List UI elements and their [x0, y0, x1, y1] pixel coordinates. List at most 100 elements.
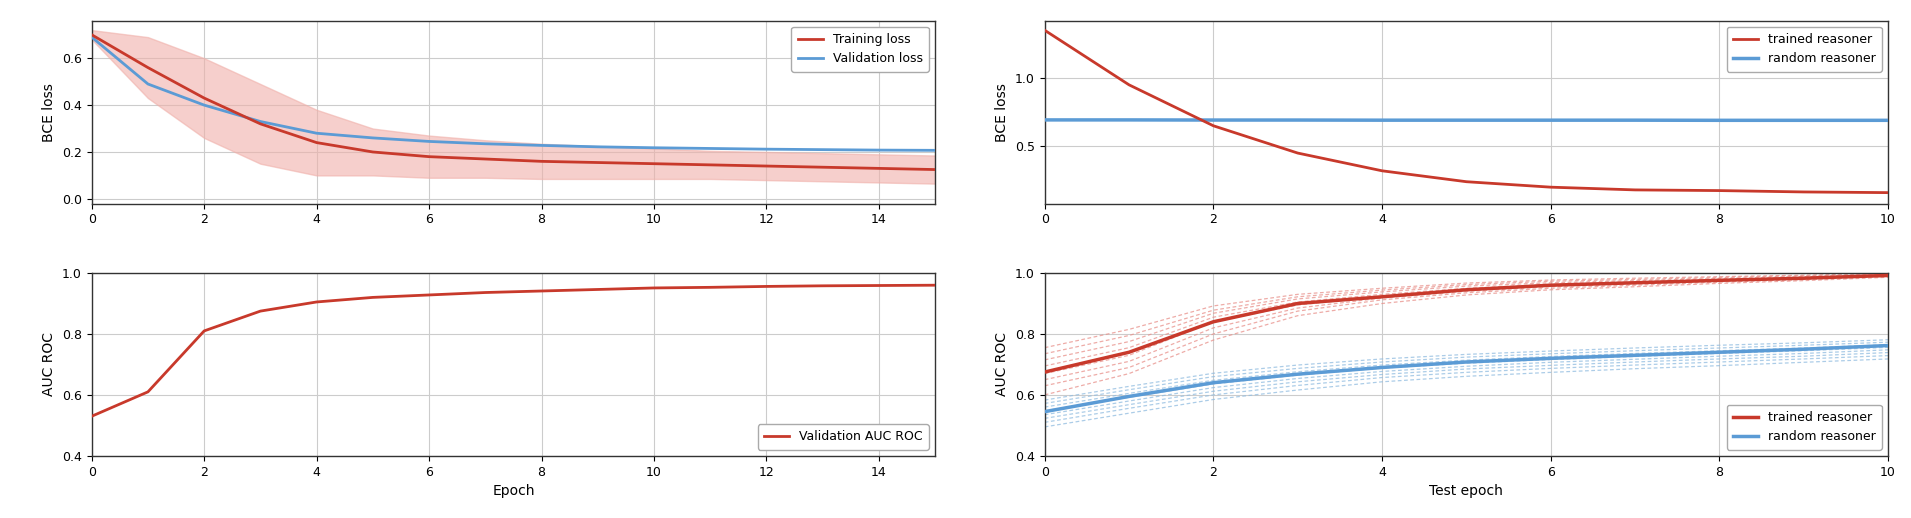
- trained reasoner: [1538, 282, 1561, 289]
- random reasoner: [1034, 409, 1057, 415]
- trained reasoner: [1202, 123, 1225, 129]
- trained reasoner: [1370, 168, 1393, 174]
- Validation loss: [80, 34, 103, 40]
- Line: random reasoner: random reasoner: [1045, 346, 1888, 412]
- Validation loss: [361, 135, 384, 141]
- random reasoner: [1118, 117, 1141, 123]
- Validation AUC ROC: [306, 299, 329, 305]
- Legend: Training loss, Validation loss: Training loss, Validation loss: [791, 27, 929, 71]
- Validation loss: [810, 147, 833, 153]
- Validation AUC ROC: [699, 284, 722, 291]
- Training loss: [810, 164, 833, 170]
- X-axis label: Epoch: Epoch: [493, 484, 535, 498]
- Training loss: [248, 121, 271, 127]
- Line: trained reasoner: trained reasoner: [1045, 30, 1888, 193]
- Legend: trained reasoner, random reasoner: trained reasoner, random reasoner: [1726, 405, 1882, 450]
- Training loss: [193, 95, 216, 101]
- Validation loss: [306, 130, 329, 136]
- Validation AUC ROC: [136, 388, 159, 395]
- Validation AUC ROC: [474, 290, 497, 296]
- Y-axis label: AUC ROC: AUC ROC: [996, 333, 1009, 396]
- Validation loss: [699, 146, 722, 152]
- Y-axis label: BCE loss: BCE loss: [996, 83, 1009, 141]
- trained reasoner: [1793, 275, 1815, 281]
- Validation loss: [587, 143, 610, 150]
- Training loss: [474, 156, 497, 162]
- Training loss: [80, 32, 103, 38]
- random reasoner: [1708, 117, 1731, 123]
- Validation AUC ROC: [193, 328, 216, 334]
- Training loss: [587, 160, 610, 166]
- Validation loss: [474, 141, 497, 147]
- trained reasoner: [1708, 277, 1731, 283]
- Training loss: [755, 163, 778, 169]
- Validation AUC ROC: [868, 282, 891, 289]
- Validation AUC ROC: [642, 285, 665, 291]
- random reasoner: [1538, 117, 1561, 123]
- trained reasoner: [1034, 369, 1057, 375]
- Training loss: [868, 165, 891, 171]
- trained reasoner: [1624, 280, 1647, 286]
- Validation AUC ROC: [810, 283, 833, 289]
- trained reasoner: [1708, 188, 1731, 194]
- random reasoner: [1793, 117, 1815, 123]
- trained reasoner: [1538, 184, 1561, 190]
- Validation loss: [529, 142, 552, 149]
- Validation AUC ROC: [361, 294, 384, 300]
- Validation loss: [419, 138, 441, 145]
- Legend: Validation AUC ROC: Validation AUC ROC: [757, 424, 929, 450]
- Y-axis label: BCE loss: BCE loss: [42, 83, 57, 141]
- Validation loss: [136, 81, 159, 87]
- random reasoner: [1370, 364, 1393, 370]
- random reasoner: [1454, 117, 1477, 123]
- trained reasoner: [1286, 300, 1309, 307]
- random reasoner: [1034, 117, 1057, 123]
- random reasoner: [1202, 117, 1225, 123]
- X-axis label: Test epoch: Test epoch: [1429, 484, 1504, 498]
- trained reasoner: [1202, 319, 1225, 325]
- trained reasoner: [1034, 27, 1057, 33]
- Validation loss: [868, 147, 891, 153]
- trained reasoner: [1877, 272, 1900, 279]
- Y-axis label: AUC ROC: AUC ROC: [42, 333, 57, 396]
- random reasoner: [1624, 117, 1647, 123]
- trained reasoner: [1370, 294, 1393, 300]
- random reasoner: [1877, 342, 1900, 349]
- Validation AUC ROC: [755, 283, 778, 290]
- trained reasoner: [1118, 82, 1141, 88]
- Validation loss: [248, 119, 271, 125]
- Validation AUC ROC: [248, 308, 271, 314]
- trained reasoner: [1624, 187, 1647, 193]
- Validation AUC ROC: [923, 282, 946, 289]
- random reasoner: [1708, 349, 1731, 355]
- Line: Validation AUC ROC: Validation AUC ROC: [92, 285, 934, 416]
- Validation AUC ROC: [587, 286, 610, 293]
- random reasoner: [1202, 380, 1225, 386]
- trained reasoner: [1454, 286, 1477, 293]
- Training loss: [529, 158, 552, 164]
- Training loss: [923, 166, 946, 172]
- Validation loss: [193, 102, 216, 108]
- Training loss: [699, 162, 722, 168]
- trained reasoner: [1877, 190, 1900, 196]
- random reasoner: [1538, 355, 1561, 362]
- Legend: trained reasoner, random reasoner: trained reasoner, random reasoner: [1726, 27, 1882, 71]
- Training loss: [136, 64, 159, 70]
- trained reasoner: [1793, 189, 1815, 195]
- Training loss: [306, 139, 329, 146]
- Validation loss: [923, 147, 946, 153]
- Training loss: [419, 153, 441, 160]
- Validation AUC ROC: [80, 413, 103, 420]
- random reasoner: [1624, 352, 1647, 358]
- Validation AUC ROC: [529, 288, 552, 294]
- Line: Validation loss: Validation loss: [92, 37, 934, 150]
- trained reasoner: [1454, 179, 1477, 185]
- Line: trained reasoner: trained reasoner: [1045, 276, 1888, 372]
- Line: Training loss: Training loss: [92, 35, 934, 169]
- random reasoner: [1793, 346, 1815, 352]
- random reasoner: [1286, 371, 1309, 377]
- Validation AUC ROC: [419, 292, 441, 298]
- Validation loss: [755, 146, 778, 152]
- Validation loss: [642, 145, 665, 151]
- Training loss: [361, 149, 384, 155]
